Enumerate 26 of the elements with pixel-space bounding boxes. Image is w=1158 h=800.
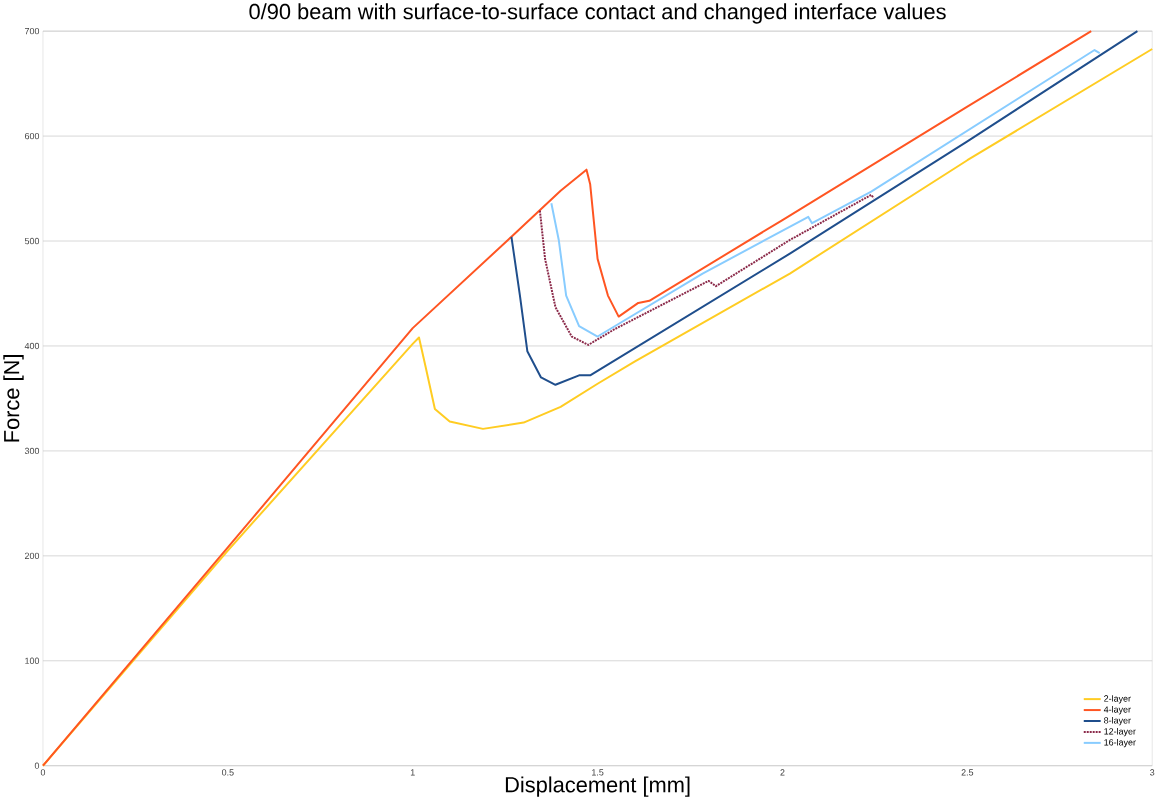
line-series [538, 193, 875, 346]
x-tick-label: 3 [1150, 769, 1155, 776]
x-tick-label: 2.5 [961, 769, 974, 776]
y-tick-label: 600 [24, 132, 40, 140]
y-tick-label: 500 [24, 237, 40, 245]
line-series [550, 48, 1101, 338]
y-tick-label: 300 [24, 447, 40, 455]
y-tick-label: 100 [25, 657, 40, 664]
y-tick-label: 200 [24, 552, 40, 559]
legend-label: 8-layer [1104, 716, 1131, 726]
x-tick-label: 2 [780, 769, 785, 776]
x-tick-label: 0.5 [221, 769, 234, 776]
x-tick-label: 0 [40, 769, 46, 776]
y-tick-label: 400 [24, 342, 40, 350]
x-axis-title: Displacement [mm] [505, 776, 690, 797]
x-tick-label: 1 [410, 769, 415, 776]
y-tick-label: 0 [34, 762, 40, 769]
legend-label: 12-layer [1104, 727, 1136, 737]
y-tick-label: 700 [24, 27, 40, 35]
chart-title: 0/90 beam with surface-to-surface contact and changed interface values [249, 3, 946, 24]
y-axis-title: Force [N] [3, 355, 24, 442]
legend-label: 16-layer [1104, 738, 1136, 748]
legend-label: 2-layer [1104, 695, 1131, 704]
line-series [510, 30, 1139, 386]
x-tick-label: 1.5 [592, 769, 604, 776]
legend-label: 4-layer [1103, 706, 1131, 715]
